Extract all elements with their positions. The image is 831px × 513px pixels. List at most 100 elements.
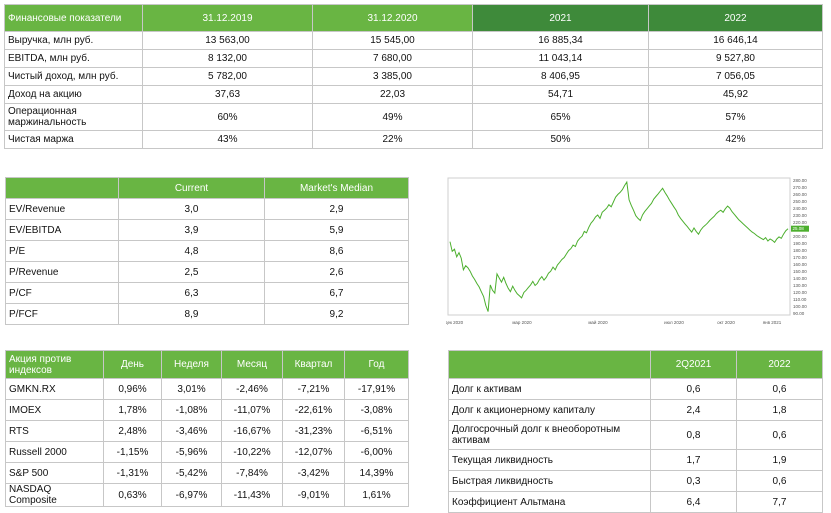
table-row: Долг к активам 0,6 0,6 — [448, 378, 823, 400]
indices-header-week: Неделя — [161, 350, 222, 379]
cell-value: 45,92 — [648, 85, 823, 104]
y-tick-label: 90.00 — [793, 311, 805, 316]
row-label: RTS — [5, 420, 104, 442]
cell-value: 22% — [312, 130, 473, 149]
cell-value: -22,61% — [282, 399, 345, 421]
last-value-label: 25.08 — [793, 226, 805, 231]
table-row: RTS 2,48% -3,46% -16,67% -31,23% -6,51% — [5, 420, 409, 442]
table-row: GMKN.RX 0,96% 3,01% -2,46% -7,21% -17,91… — [5, 378, 409, 400]
cell-value: -11,43% — [221, 483, 283, 507]
table-row: Долгосрочный долг к внеоборотным активам… — [448, 420, 823, 450]
cell-value: 60% — [142, 103, 313, 131]
cell-value: -11,07% — [221, 399, 283, 421]
table-row: Операционная маржинальность 60% 49% 65% … — [4, 103, 823, 131]
y-tick-label: 140.00 — [793, 276, 807, 281]
cell-value: 8,9 — [118, 303, 265, 325]
price-chart: 280.00 270.00 260.00 250.00 240.00 230.00 220.… — [446, 177, 809, 325]
cell-value: -5,96% — [161, 441, 222, 463]
y-tick-label: 250.00 — [793, 199, 807, 204]
cell-value: -6,00% — [344, 441, 409, 463]
cell-value: 37,63 — [142, 85, 313, 104]
ratios-header-2q2021: 2Q2021 — [650, 350, 737, 379]
indices-header-quarter: Квартал — [282, 350, 345, 379]
financials-header-2022: 2022 — [648, 4, 823, 32]
y-tick-label: 150.00 — [793, 269, 807, 274]
table-row: P/FCF 8,9 9,2 — [5, 303, 409, 325]
x-tick-label: май 2020 — [588, 319, 608, 325]
row-label: Долг к акционерному капиталу — [448, 399, 651, 421]
y-tick-label: 280.00 — [793, 178, 807, 183]
table-row: Чистая маржа 43% 22% 50% 42% — [4, 130, 823, 149]
y-tick-label: 240.00 — [793, 206, 807, 211]
row-label: Долг к активам — [448, 378, 651, 400]
financials-header-row: Финансовые показатели 31.12.2019 31.12.2… — [4, 4, 823, 32]
table-row: Доход на акцию 37,63 22,03 54,71 45,92 — [4, 85, 823, 104]
ratios-header-row: 2Q2021 2022 — [448, 350, 823, 379]
cell-value: 3,9 — [118, 219, 265, 241]
x-tick-label: окт 2020 — [717, 320, 735, 325]
cell-value: 16 646,14 — [648, 31, 823, 50]
cell-value: 22,03 — [312, 85, 473, 104]
cell-value: 1,7 — [650, 449, 737, 471]
cell-value: 7,7 — [736, 491, 823, 513]
cell-value: 14,39% — [344, 462, 409, 484]
row-label: EV/EBITDA — [5, 219, 119, 241]
cell-value: 8,6 — [264, 240, 409, 262]
cell-value: 0,6 — [736, 470, 823, 492]
y-tick-label: 110.00 — [793, 297, 807, 302]
cell-value: 0,63% — [103, 483, 162, 507]
row-label: Russell 2000 — [5, 441, 104, 463]
cell-value: 5,9 — [264, 219, 409, 241]
cell-value: -31,23% — [282, 420, 345, 442]
x-tick-label: июл 2020 — [664, 320, 684, 325]
financials-header-2021: 2021 — [472, 4, 649, 32]
cell-value: 11 043,14 — [472, 49, 649, 68]
table-row: S&P 500 -1,31% -5,42% -7,84% -3,42% 14,3… — [5, 462, 409, 484]
row-label: EV/Revenue — [5, 198, 119, 220]
row-label: Долгосрочный долг к внеоборотным активам — [448, 420, 651, 450]
table-row: Быстрая ликвидность 0,3 0,6 — [448, 470, 823, 492]
cell-value: 15 545,00 — [312, 31, 473, 50]
row-label: GMKN.RX — [5, 378, 104, 400]
cell-value: -1,15% — [103, 441, 162, 463]
row-label: Быстрая ликвидность — [448, 470, 651, 492]
table-row: Выручка, млн руб. 13 563,00 15 545,00 16… — [4, 31, 823, 50]
cell-value: -16,67% — [221, 420, 283, 442]
row-label: NASDAQ Composite — [5, 483, 104, 507]
indices-header-month: Месяц — [221, 350, 283, 379]
cell-value: 0,8 — [650, 420, 737, 450]
cell-value: -9,01% — [282, 483, 345, 507]
y-tick-label: 190.00 — [793, 241, 807, 246]
row-label: Операционная маржинальность — [4, 103, 143, 131]
cell-value: 2,5 — [118, 261, 265, 283]
cell-value: 6,7 — [264, 282, 409, 304]
cell-value: 5 782,00 — [142, 67, 313, 86]
cell-value: -6,97% — [161, 483, 222, 507]
table-row: Долг к акционерному капиталу 2,4 1,8 — [448, 399, 823, 421]
cell-value: 6,4 — [650, 491, 737, 513]
table-row: EBITDA, млн руб. 8 132,00 7 680,00 11 04… — [4, 49, 823, 68]
y-tick-label: 120.00 — [793, 290, 807, 295]
ratios-table: 2Q2021 2022 Долг к активам 0,6 0,6 Долг … — [448, 350, 823, 513]
multiples-header-row: Current Market's Median — [5, 177, 409, 199]
cell-value: 6,3 — [118, 282, 265, 304]
cell-value: 57% — [648, 103, 823, 131]
cell-value: 1,61% — [344, 483, 409, 507]
table-row: Russell 2000 -1,15% -5,96% -10,22% -12,0… — [5, 441, 409, 463]
cell-value: 1,78% — [103, 399, 162, 421]
row-label: P/CF — [5, 282, 119, 304]
multiples-header-current: Current — [118, 177, 265, 199]
cell-value: -7,84% — [221, 462, 283, 484]
y-tick-label: 220.00 — [793, 220, 807, 225]
cell-value: -7,21% — [282, 378, 345, 400]
cell-value: -3,46% — [161, 420, 222, 442]
y-tick-label: 100.00 — [793, 304, 807, 309]
price-series-line — [449, 180, 789, 312]
row-label: P/E — [5, 240, 119, 262]
cell-value: 3,01% — [161, 378, 222, 400]
cell-value: -3,42% — [282, 462, 345, 484]
table-row: NASDAQ Composite 0,63% -6,97% -11,43% -9… — [5, 483, 409, 507]
y-tick-label: 180.00 — [793, 248, 807, 253]
cell-value: 54,71 — [472, 85, 649, 104]
cell-value: 9 527,80 — [648, 49, 823, 68]
